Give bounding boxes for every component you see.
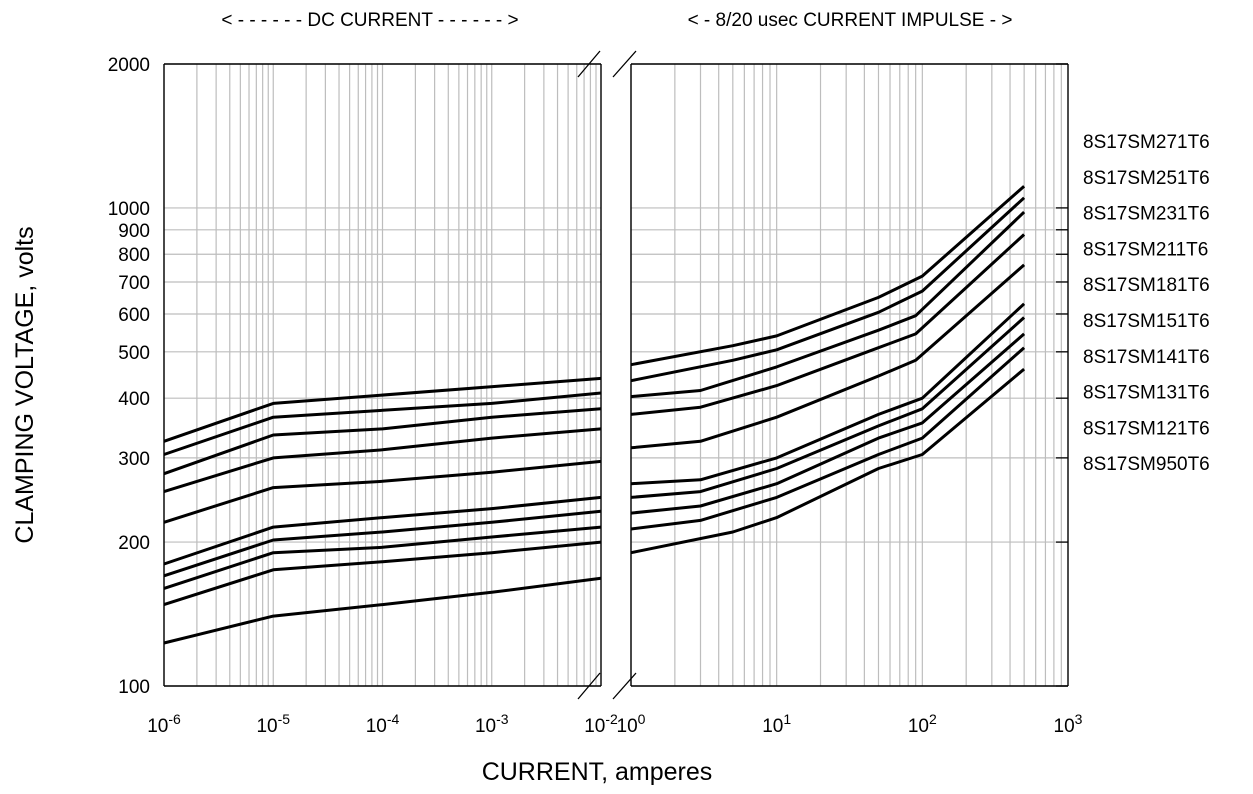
series-line-8S17SM151T6-impulse: [630, 302, 1026, 486]
series-line-8S17SM181T6-impulse: [630, 263, 1026, 450]
series-line-8S17SM121T6-impulse: [630, 346, 1026, 531]
panel-header-dc: < - - - - - - DC CURRENT - - - - - - >: [221, 10, 518, 31]
x-tick-label: 101: [762, 711, 791, 737]
y-tick-label: 900: [118, 221, 150, 242]
legend-entry: 8S17SM231T6: [1083, 204, 1210, 225]
series-line-8S17SM211T6-dc: [163, 427, 602, 494]
y-tick-label: 2000: [108, 55, 150, 76]
x-tick-label: 100: [617, 711, 646, 737]
y-tick-label: 700: [118, 273, 150, 294]
series-line-8S17SM181T6-dc: [163, 459, 602, 524]
series-line-8S17SM251T6-dc: [163, 391, 602, 456]
x-tick-label: 10-2: [584, 711, 618, 737]
y-tick-label: 800: [118, 245, 150, 266]
panel-header-impulse: < - 8/20 usec CURRENT IMPULSE - >: [688, 10, 1013, 31]
series-line-8S17SM131T6-impulse: [630, 332, 1026, 515]
legend-entry: 8S17SM271T6: [1083, 132, 1210, 153]
series-curves: [163, 185, 1026, 645]
y-tick-label: 400: [118, 389, 150, 410]
y-tick-label: 300: [118, 449, 150, 470]
x-tick-label: 103: [1054, 711, 1083, 737]
legend-entry: 8S17SM211T6: [1083, 239, 1208, 260]
y-tick-label: 200: [118, 533, 150, 554]
legend-entry: 8S17SM151T6: [1083, 311, 1210, 332]
series-line-8S17SM231T6-impulse: [630, 211, 1026, 399]
legend-entry: 8S17SM121T6: [1083, 418, 1210, 439]
series-line-8S17SM950T6-dc: [163, 576, 602, 645]
plot-frame: [163, 50, 1069, 700]
series-line-8S17SM271T6-impulse: [630, 185, 1026, 367]
axis-break-mark-top: [612, 50, 637, 78]
legend-entry: 8S17SM251T6: [1083, 168, 1210, 189]
chart-labels: < - - - - - - DC CURRENT - - - - - - > <…: [11, 10, 1210, 786]
x-tick-label: 10-6: [147, 711, 181, 737]
axis-break-mark-top: [577, 50, 601, 78]
y-tick-label: 600: [118, 305, 150, 326]
series-line-8S17SM141T6-impulse: [630, 316, 1026, 499]
y-tick-label: 1000: [108, 199, 150, 220]
series-line-8S17SM231T6-dc: [163, 407, 602, 476]
legend-entry: 8S17SM950T6: [1083, 454, 1210, 475]
series-line-8S17SM131T6-dc: [163, 525, 602, 590]
series-line-8S17SM251T6-impulse: [630, 196, 1026, 383]
x-tick-label: 10-5: [256, 711, 290, 737]
y-axis-title: CLAMPING VOLTAGE, volts: [11, 226, 39, 543]
legend-entry: 8S17SM141T6: [1083, 347, 1210, 368]
x-axis-title: CURRENT, amperes: [482, 758, 713, 786]
y-tick-label: 500: [118, 343, 150, 364]
grid-lines: [163, 63, 1068, 687]
series-line-8S17SM121T6-dc: [163, 540, 602, 607]
series-line-8S17SM151T6-dc: [163, 495, 602, 566]
axis-break-mark-bottom: [612, 672, 637, 700]
x-tick-label: 10-3: [475, 711, 509, 737]
legend-entry: 8S17SM131T6: [1083, 383, 1210, 404]
x-tick-label: 102: [908, 711, 937, 737]
legend-entry: 8S17SM181T6: [1083, 275, 1210, 296]
series-line-8S17SM141T6-dc: [163, 509, 602, 578]
series-line-8S17SM211T6-impulse: [630, 233, 1026, 416]
y-tick-label: 100: [118, 677, 150, 698]
x-tick-label: 10-4: [366, 711, 400, 737]
series-line-8S17SM950T6-impulse: [630, 367, 1026, 555]
axis-break-mark-bottom: [577, 672, 601, 700]
series-line-8S17SM271T6-dc: [163, 376, 602, 443]
